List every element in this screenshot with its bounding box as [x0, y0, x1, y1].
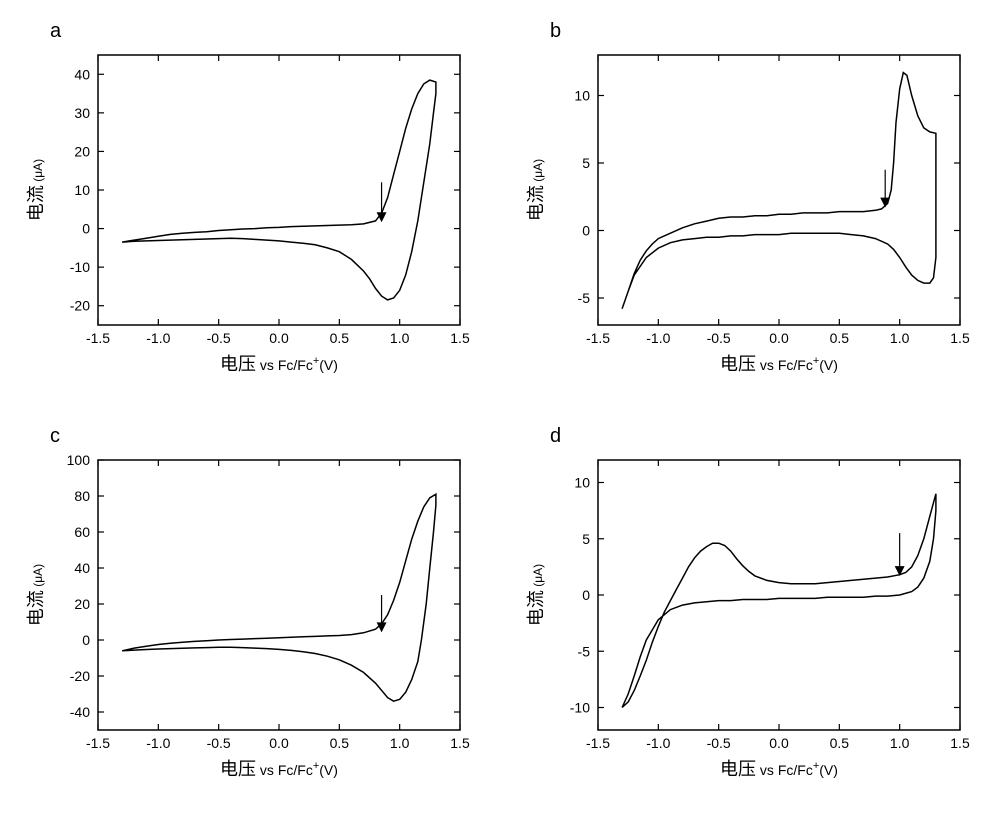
- chart-grid: a -1.5 -1.0 -0.5 0.0 0.5 1.0 1.5 -20 -10 0 10 20 30 4…: [20, 20, 980, 800]
- svg-text:-1.0: -1.0: [646, 330, 670, 346]
- svg-text:电流 (μA): 电流 (μA): [526, 564, 546, 626]
- svg-text:10: 10: [574, 475, 590, 491]
- svg-text:80: 80: [74, 488, 90, 504]
- svg-text:1.5: 1.5: [450, 735, 470, 751]
- chart-b: -1.5 -1.0 -0.5 0.0 0.5 1.0 1.5 -5 0 5 10 电压 vs Fc/F…: [520, 20, 980, 390]
- svg-text:电流 (μA): 电流 (μA): [26, 159, 46, 221]
- svg-text:电压 vs Fc/Fc+(V): 电压 vs Fc/Fc+(V): [720, 354, 838, 374]
- svg-text:60: 60: [74, 524, 90, 540]
- svg-text:0.0: 0.0: [769, 735, 789, 751]
- svg-text:1.5: 1.5: [950, 735, 970, 751]
- svg-text:-40: -40: [70, 704, 90, 720]
- svg-text:电压 vs Fc/Fc+(V): 电压 vs Fc/Fc+(V): [220, 354, 338, 374]
- svg-text:1.0: 1.0: [390, 735, 410, 751]
- svg-text:-1.0: -1.0: [646, 735, 670, 751]
- svg-text:-0.5: -0.5: [207, 735, 231, 751]
- svg-text:1.0: 1.0: [890, 330, 910, 346]
- svg-text:-20: -20: [70, 298, 90, 314]
- svg-text:-20: -20: [70, 668, 90, 684]
- svg-text:-0.5: -0.5: [207, 330, 231, 346]
- svg-text:-0.5: -0.5: [707, 330, 731, 346]
- panel-label-a: a: [50, 20, 61, 43]
- chart-d: -1.5 -1.0 -0.5 0.0 0.5 1.0 1.5 -10 -5 0 5 10 电压 vs F…: [520, 425, 980, 795]
- chart-c: -1.5 -1.0 -0.5 0.0 0.5 1.0 1.5 -40 -20 0 20 40 60 80 1…: [20, 425, 480, 795]
- svg-text:20: 20: [74, 143, 90, 159]
- svg-text:20: 20: [74, 596, 90, 612]
- svg-text:-5: -5: [578, 643, 591, 659]
- svg-text:0.0: 0.0: [769, 330, 789, 346]
- svg-text:电流 (μA): 电流 (μA): [526, 159, 546, 221]
- svg-text:-10: -10: [70, 259, 90, 275]
- svg-text:0.0: 0.0: [269, 735, 289, 751]
- svg-text:电压 vs Fc/Fc+(V): 电压 vs Fc/Fc+(V): [720, 759, 838, 779]
- svg-text:30: 30: [74, 105, 90, 121]
- panel-b: b -1.5 -1.0 -0.5 0.0 0.5 1.0 1.5 -5 0 5 10 电压 vs Fc…: [520, 20, 980, 395]
- panel-label-b: b: [550, 20, 561, 43]
- svg-text:10: 10: [574, 88, 590, 104]
- svg-text:40: 40: [74, 66, 90, 82]
- svg-text:0.0: 0.0: [269, 330, 289, 346]
- svg-text:5: 5: [582, 155, 590, 171]
- svg-text:电流 (μA): 电流 (μA): [26, 564, 46, 626]
- panel-d: d -1.5 -1.0 -0.5 0.0 0.5 1.0 1.5 -10 -5 0 5 10 电压 vs…: [520, 425, 980, 800]
- svg-text:40: 40: [74, 560, 90, 576]
- svg-text:0: 0: [82, 632, 90, 648]
- panel-a: a -1.5 -1.0 -0.5 0.0 0.5 1.0 1.5 -20 -10 0 10 20 30 4…: [20, 20, 480, 395]
- chart-a: -1.5 -1.0 -0.5 0.0 0.5 1.0 1.5 -20 -10 0 10 20 30 40 电…: [20, 20, 480, 390]
- svg-text:-1.0: -1.0: [146, 330, 170, 346]
- svg-text:10: 10: [74, 182, 90, 198]
- panel-label-c: c: [50, 425, 60, 448]
- svg-text:0.5: 0.5: [330, 330, 350, 346]
- svg-text:1.5: 1.5: [950, 330, 970, 346]
- panel-c: c -1.5 -1.0 -0.5 0.0 0.5 1.0 1.5 -40 -20 0 20 40 60 8…: [20, 425, 480, 800]
- svg-text:-1.0: -1.0: [146, 735, 170, 751]
- svg-text:-0.5: -0.5: [707, 735, 731, 751]
- panel-label-d: d: [550, 425, 561, 448]
- svg-text:1.5: 1.5: [450, 330, 470, 346]
- svg-text:100: 100: [67, 452, 91, 468]
- svg-text:0: 0: [582, 587, 590, 603]
- svg-text:-1.5: -1.5: [86, 330, 110, 346]
- svg-text:0: 0: [82, 221, 90, 237]
- svg-text:电压 vs Fc/Fc+(V): 电压 vs Fc/Fc+(V): [220, 759, 338, 779]
- svg-text:0: 0: [582, 223, 590, 239]
- svg-text:1.0: 1.0: [890, 735, 910, 751]
- svg-text:5: 5: [582, 531, 590, 547]
- svg-text:-10: -10: [570, 700, 590, 716]
- svg-text:-1.5: -1.5: [586, 330, 610, 346]
- svg-text:0.5: 0.5: [830, 330, 850, 346]
- svg-text:-1.5: -1.5: [586, 735, 610, 751]
- svg-text:0.5: 0.5: [830, 735, 850, 751]
- svg-text:-1.5: -1.5: [86, 735, 110, 751]
- svg-text:-5: -5: [578, 290, 591, 306]
- svg-text:1.0: 1.0: [390, 330, 410, 346]
- svg-text:0.5: 0.5: [330, 735, 350, 751]
